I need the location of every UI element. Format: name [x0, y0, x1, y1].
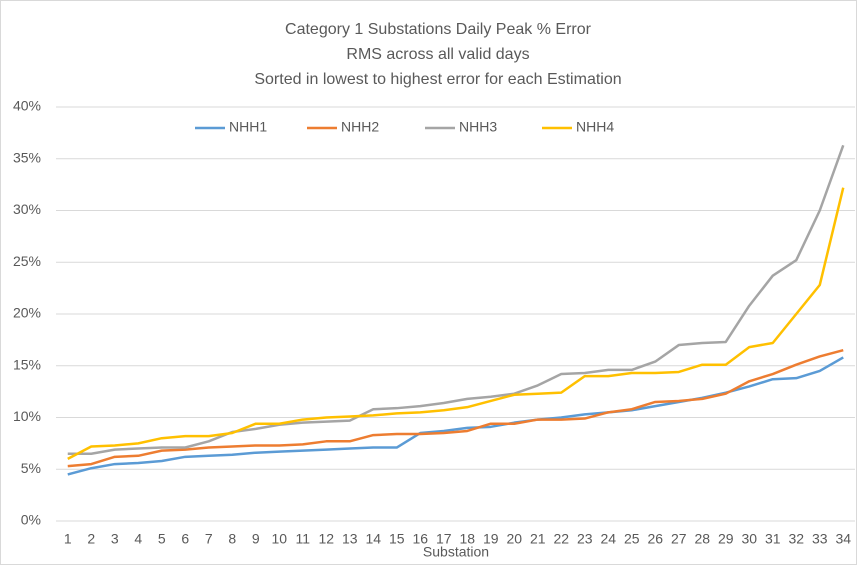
y-tick-label: 5% [21, 460, 41, 476]
y-tick-label: 20% [13, 305, 41, 321]
x-tick-label: 22 [553, 531, 569, 547]
x-tick-label: 25 [624, 531, 640, 547]
x-tick-label: 20 [506, 531, 522, 547]
x-tick-label: 12 [318, 531, 334, 547]
x-tick-label: 32 [788, 531, 804, 547]
x-tick-label: 30 [741, 531, 757, 547]
x-tick-label: 23 [577, 531, 593, 547]
legend-label: NHH1 [229, 119, 267, 135]
x-tick-label: 8 [228, 531, 236, 547]
x-tick-label: 15 [389, 531, 405, 547]
x-tick-label: 16 [412, 531, 428, 547]
x-tick-label: 31 [765, 531, 781, 547]
x-tick-label: 4 [134, 531, 142, 547]
y-tick-label: 40% [13, 98, 41, 114]
line-series [67, 187, 845, 461]
x-tick-label: 6 [181, 531, 189, 547]
x-tick-label: 27 [671, 531, 687, 547]
x-axis-label: Substation [423, 544, 489, 560]
x-tick-label: 29 [718, 531, 734, 547]
x-tick-label: 21 [530, 531, 546, 547]
x-tick-label: 17 [436, 531, 452, 547]
y-tick-label: 0% [21, 512, 41, 528]
x-tick-label: 34 [835, 531, 851, 547]
x-tick-label: 13 [342, 531, 358, 547]
x-tick-label: 7 [205, 531, 213, 547]
x-tick-label: 26 [647, 531, 663, 547]
x-tick-label: 10 [271, 531, 287, 547]
x-tick-label: 9 [252, 531, 260, 547]
x-tick-label: 1 [64, 531, 72, 547]
x-tick-label: 28 [694, 531, 710, 547]
chart-subtitle: RMS across all valid days [346, 46, 529, 63]
y-tick-label: 15% [13, 356, 41, 372]
chart-title: Category 1 Substations Daily Peak % Erro… [285, 21, 592, 38]
x-tick-label: 11 [295, 531, 310, 547]
line-series [67, 144, 845, 455]
legend-label: NHH2 [341, 119, 379, 135]
x-tick-label: 2 [87, 531, 95, 547]
y-tick-label: 25% [13, 253, 41, 269]
legend-label: NHH4 [576, 119, 614, 135]
line-series [67, 349, 844, 468]
x-tick-label: 3 [111, 531, 119, 547]
x-tick-label: 19 [483, 531, 499, 547]
x-tick-label: 33 [812, 531, 828, 547]
x-tick-label: 5 [158, 531, 166, 547]
legend-label: NHH3 [459, 119, 497, 135]
x-tick-label: 14 [365, 531, 381, 547]
y-tick-label: 30% [13, 201, 41, 217]
y-tick-label: 10% [13, 408, 41, 424]
chart-subtitle: Sorted in lowest to highest error for ea… [254, 71, 621, 88]
x-tick-label: 18 [459, 531, 475, 547]
y-tick-label: 35% [13, 149, 41, 165]
x-tick-label: 24 [600, 531, 616, 547]
